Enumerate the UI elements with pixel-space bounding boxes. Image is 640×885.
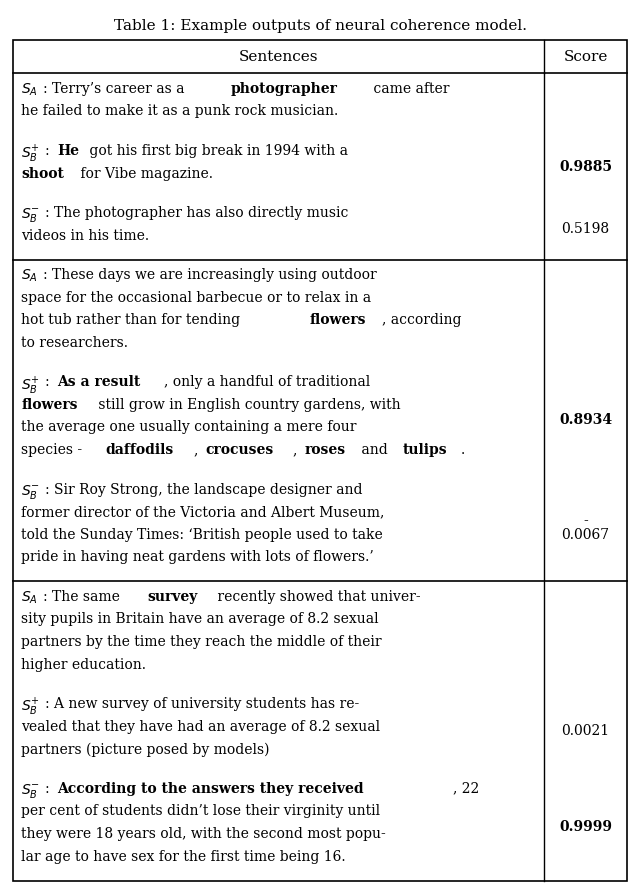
Text: higher education.: higher education. — [21, 658, 146, 672]
Text: per cent of students didn’t lose their virginity until: per cent of students didn’t lose their v… — [21, 804, 380, 819]
Text: He: He — [57, 144, 79, 158]
Text: and: and — [357, 443, 392, 457]
Text: still grow in English country gardens, with: still grow in English country gardens, w… — [94, 398, 401, 412]
Text: Sentences: Sentences — [239, 50, 318, 64]
Text: he failed to make it as a punk rock musician.: he failed to make it as a punk rock musi… — [21, 104, 339, 119]
Text: :: : — [45, 144, 54, 158]
Text: : Sir Roy Strong, the landscape designer and: : Sir Roy Strong, the landscape designer… — [45, 482, 363, 496]
Text: $S_A$: $S_A$ — [21, 82, 38, 98]
Text: vealed that they have had an average of 8.2 sexual: vealed that they have had an average of … — [21, 720, 380, 734]
Text: photographer: photographer — [231, 82, 338, 96]
Text: : Terry’s career as a: : Terry’s career as a — [43, 82, 189, 96]
Text: they were 18 years old, with the second most popu-: they were 18 years old, with the second … — [21, 827, 386, 841]
Text: , 22: , 22 — [452, 781, 479, 796]
Text: came after: came after — [369, 82, 449, 96]
Text: flowers: flowers — [310, 313, 366, 327]
Text: $S_B^{-}$: $S_B^{-}$ — [21, 206, 40, 224]
Text: the average one usually containing a mere four: the average one usually containing a mer… — [21, 420, 356, 435]
Text: , only a handful of traditional: , only a handful of traditional — [164, 375, 371, 389]
Text: As a result: As a result — [57, 375, 140, 389]
Text: 0.9999: 0.9999 — [559, 820, 612, 834]
Text: , according: , according — [383, 313, 462, 327]
Text: Table 1: Example outputs of neural coherence model.: Table 1: Example outputs of neural coher… — [113, 19, 527, 34]
Text: According to the answers they received: According to the answers they received — [57, 781, 364, 796]
Text: Score: Score — [563, 50, 608, 64]
Text: sity pupils in Britain have an average of 8.2 sexual: sity pupils in Britain have an average o… — [21, 612, 379, 627]
Text: : A new survey of university students has re-: : A new survey of university students ha… — [45, 697, 360, 711]
Text: : These days we are increasingly using outdoor: : These days we are increasingly using o… — [43, 268, 376, 282]
Text: flowers: flowers — [21, 398, 77, 412]
Text: lar age to have sex for the first time being 16.: lar age to have sex for the first time b… — [21, 850, 346, 864]
Text: 0.8934: 0.8934 — [559, 413, 612, 427]
Text: $S_B^{-}$: $S_B^{-}$ — [21, 482, 40, 501]
Text: ,: , — [293, 443, 302, 457]
Text: got his first big break in 1994 with a: got his first big break in 1994 with a — [85, 144, 348, 158]
Text: $S_A$: $S_A$ — [21, 268, 38, 284]
Text: pride in having neat gardens with lots of flowers.’: pride in having neat gardens with lots o… — [21, 550, 374, 565]
Text: survey: survey — [148, 589, 198, 604]
Text: $S_A$: $S_A$ — [21, 589, 38, 606]
Text: 0.9885: 0.9885 — [559, 159, 612, 173]
Text: for Vibe magazine.: for Vibe magazine. — [76, 166, 214, 181]
Text: 0.5198: 0.5198 — [561, 221, 610, 235]
Text: :: : — [45, 781, 54, 796]
Text: crocuses: crocuses — [205, 443, 273, 457]
Text: partners by the time they reach the middle of their: partners by the time they reach the midd… — [21, 635, 381, 649]
Text: videos in his time.: videos in his time. — [21, 228, 149, 242]
Text: :: : — [45, 375, 54, 389]
Text: former director of the Victoria and Albert Museum,: former director of the Victoria and Albe… — [21, 505, 385, 519]
Text: $S_B^{-}$: $S_B^{-}$ — [21, 781, 40, 800]
Text: partners (picture posed by models): partners (picture posed by models) — [21, 743, 269, 757]
Text: recently showed that univer-: recently showed that univer- — [212, 589, 420, 604]
Text: : The photographer has also directly music: : The photographer has also directly mus… — [45, 206, 349, 220]
Text: $S_B^{+}$: $S_B^{+}$ — [21, 697, 40, 719]
Text: 0.0021: 0.0021 — [561, 724, 610, 738]
Text: : The same: : The same — [43, 589, 124, 604]
Text: told the Sunday Times: ‘British people used to take: told the Sunday Times: ‘British people u… — [21, 527, 383, 542]
Text: ,: , — [194, 443, 202, 457]
Text: tulips: tulips — [403, 443, 447, 457]
Text: $S_B^{+}$: $S_B^{+}$ — [21, 375, 40, 396]
Text: roses: roses — [305, 443, 346, 457]
Text: .: . — [460, 443, 465, 457]
Text: 0.0067: 0.0067 — [561, 527, 610, 542]
Text: species -: species - — [21, 443, 86, 457]
Text: space for the occasional barbecue or to relax in a: space for the occasional barbecue or to … — [21, 290, 371, 304]
Text: shoot: shoot — [21, 166, 64, 181]
Text: daffodils: daffodils — [106, 443, 174, 457]
Text: -: - — [583, 514, 588, 528]
Text: to researchers.: to researchers. — [21, 335, 128, 350]
Text: $S_B^{+}$: $S_B^{+}$ — [21, 144, 40, 165]
Text: hot tub rather than for tending: hot tub rather than for tending — [21, 313, 244, 327]
